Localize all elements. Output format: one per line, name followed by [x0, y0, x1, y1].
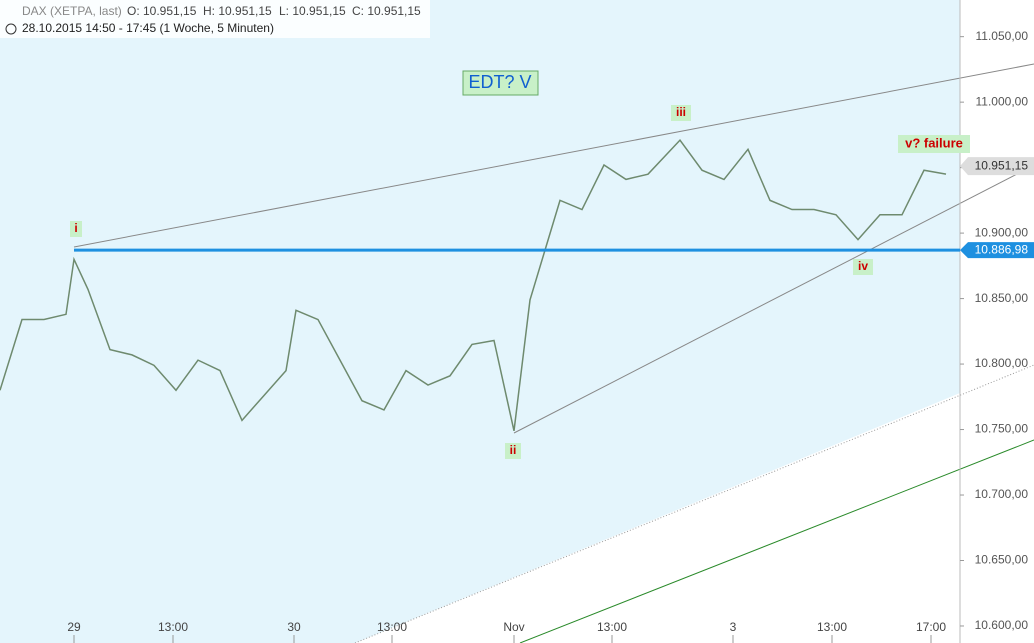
open: O: 10.951,15: [127, 4, 197, 18]
y-tick-label: 10.750,00: [975, 422, 1029, 436]
price-tag-label: 10.886,98: [975, 242, 1029, 256]
y-tick-label: 10.650,00: [975, 553, 1029, 567]
price-line: [0, 138, 947, 432]
last-price-label: 10.951,15: [975, 158, 1029, 172]
label-box: [70, 221, 82, 237]
label-box: [853, 259, 873, 275]
y-tick-label: 11.000,00: [976, 94, 1029, 108]
close: C: 10.951,15: [352, 4, 421, 18]
low: L: 10.951,15: [279, 4, 346, 18]
period: 28.10.2015 14:50 - 17:45 (1 Woche, 5 Min…: [22, 21, 274, 35]
lower-wedge-line: [513, 169, 1026, 434]
x-tick-label: Nov: [503, 620, 524, 634]
price-tag: [960, 242, 1034, 259]
wave-label: i: [74, 221, 77, 235]
x-tick-label: 3: [730, 620, 737, 634]
label-box: [505, 443, 521, 459]
wave-label: ii: [510, 443, 517, 457]
high: H: 10.951,15: [203, 4, 272, 18]
wave-label: v? failure: [905, 135, 963, 150]
x-tick-label: 17:00: [916, 620, 946, 634]
x-tick-label: 13:00: [817, 620, 847, 634]
title-box: [462, 70, 539, 96]
clock-icon: [5, 23, 17, 35]
x-tick-label: 13:00: [597, 620, 627, 634]
channel-area: [0, 0, 960, 643]
chart-title: EDT? V: [468, 72, 531, 92]
y-tick-label: 10.600,00: [975, 618, 1029, 632]
trend-line: [519, 439, 1034, 643]
wave-label: iv: [858, 259, 868, 273]
symbol: DAX (XETPA, last): [22, 4, 122, 18]
y-tick-label: 11.050,00: [976, 29, 1029, 43]
y-tick-label: 10.700,00: [975, 487, 1029, 501]
x-tick-label: 30: [287, 620, 301, 634]
last-price-tag: [960, 157, 1034, 176]
x-tick-label: 29: [67, 620, 81, 634]
y-tick-label: 10.900,00: [975, 225, 1029, 239]
label-box: [898, 135, 970, 153]
wave-label: iii: [676, 105, 686, 119]
header-box: [0, 0, 430, 38]
x-tick-label: 13:00: [158, 620, 188, 634]
y-tick-label: 10.800,00: [975, 356, 1029, 370]
y-tick-label: 10.850,00: [975, 291, 1029, 305]
channel-line: [354, 364, 1034, 643]
label-box: [671, 105, 691, 121]
x-tick-label: 13:00: [377, 620, 407, 634]
upper-wedge-line: [73, 63, 1034, 248]
